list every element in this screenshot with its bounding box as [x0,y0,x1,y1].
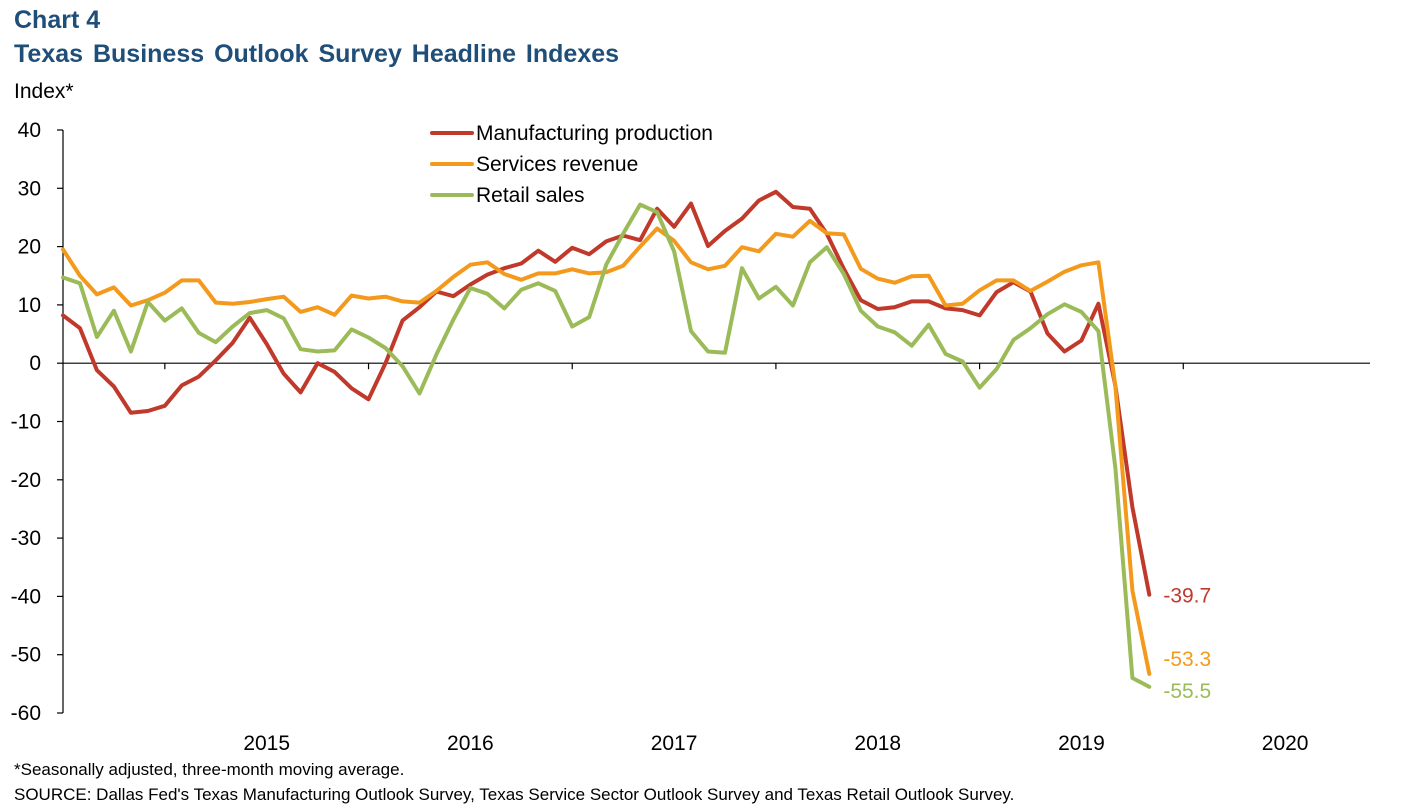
source-note: SOURCE: Dallas Fed's Texas Manufacturing… [14,785,1015,804]
legend-label: Retail sales [476,184,585,207]
y-tick-label: -60 [11,702,41,725]
y-tick-label: -50 [11,644,41,667]
chart-label: Chart 4 [14,6,101,34]
x-tick-label: 2017 [651,732,698,755]
y-tick-label: 20 [18,236,41,259]
x-tick-label: 2015 [243,732,290,755]
chart-title: Texas Business Outlook Survey Headline I… [14,40,620,68]
series-end-label: -55.5 [1163,680,1211,703]
x-tick-label: 2018 [854,732,901,755]
series-line [61,189,1152,597]
y-axis: 40 30 20 10 0 -10 -20 -30 -40 -50 -60 [11,119,64,725]
legend: Manufacturing production Services revenue… [430,122,713,207]
x-tick-label: 2020 [1262,732,1309,755]
x-axis: 2015 2016 2017 2018 2019 2020 [63,362,1370,755]
series-lines [61,189,1152,689]
y-tick-label: 0 [29,352,41,375]
footnote: *Seasonally adjusted, three-month moving… [14,760,405,779]
y-axis-unit-label: Index* [14,80,74,103]
y-tick-label: 30 [18,177,41,200]
end-labels: -39.7 -53.3 -55.5 [1163,585,1211,703]
series-end-label: -39.7 [1163,585,1211,608]
y-tick-label: 40 [18,119,41,142]
x-tick-label: 2016 [447,732,494,755]
y-tick-label: -10 [11,411,41,434]
y-tick-label: -30 [11,527,41,550]
y-tick-label: -40 [11,585,41,608]
series-line [61,218,1152,676]
series-end-label: -53.3 [1163,648,1211,671]
legend-label: Manufacturing production [476,122,713,145]
y-tick-label: -20 [11,469,41,492]
y-tick-label: 10 [18,294,41,317]
legend-label: Services revenue [476,153,638,176]
x-tick-label: 2019 [1058,732,1105,755]
series-line [61,202,1152,689]
